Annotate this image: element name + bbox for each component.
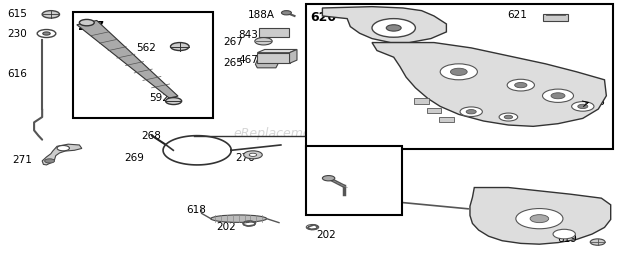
Polygon shape bbox=[255, 60, 278, 68]
Bar bbox=[414, 98, 429, 104]
Circle shape bbox=[504, 115, 513, 119]
Bar bbox=[439, 117, 454, 122]
Circle shape bbox=[499, 113, 518, 121]
Text: 615: 615 bbox=[7, 9, 27, 19]
Bar bbox=[306, 146, 402, 215]
Text: 267: 267 bbox=[223, 37, 243, 47]
Bar bbox=[73, 12, 213, 118]
Circle shape bbox=[45, 159, 55, 163]
Text: 618: 618 bbox=[186, 205, 206, 215]
Circle shape bbox=[79, 19, 94, 26]
Circle shape bbox=[551, 93, 565, 99]
Polygon shape bbox=[77, 20, 178, 98]
Circle shape bbox=[372, 19, 415, 37]
Circle shape bbox=[572, 102, 594, 111]
Circle shape bbox=[530, 215, 549, 223]
Circle shape bbox=[450, 68, 467, 76]
Circle shape bbox=[57, 146, 69, 151]
Circle shape bbox=[166, 98, 182, 105]
Polygon shape bbox=[470, 188, 611, 244]
Text: eReplacementParts.com: eReplacementParts.com bbox=[234, 127, 386, 139]
Text: 202: 202 bbox=[316, 230, 336, 240]
Circle shape bbox=[553, 229, 575, 239]
Circle shape bbox=[386, 25, 401, 31]
Circle shape bbox=[170, 43, 189, 51]
Text: 270: 270 bbox=[236, 153, 255, 163]
Circle shape bbox=[466, 110, 476, 114]
Circle shape bbox=[244, 151, 262, 159]
Bar bbox=[257, 53, 290, 63]
Polygon shape bbox=[257, 49, 297, 53]
Text: 271: 271 bbox=[12, 155, 32, 165]
Text: 592: 592 bbox=[149, 93, 169, 103]
Text: 467: 467 bbox=[239, 55, 259, 65]
Circle shape bbox=[516, 209, 563, 229]
Polygon shape bbox=[290, 49, 297, 63]
Text: 616: 616 bbox=[7, 69, 27, 80]
Text: 98A: 98A bbox=[311, 153, 335, 163]
Polygon shape bbox=[322, 7, 446, 43]
Circle shape bbox=[281, 11, 291, 15]
Text: 265: 265 bbox=[223, 58, 243, 68]
Circle shape bbox=[578, 104, 588, 109]
Text: 269: 269 bbox=[124, 153, 144, 163]
Text: 621: 621 bbox=[507, 10, 527, 20]
Circle shape bbox=[542, 89, 574, 102]
Ellipse shape bbox=[211, 215, 267, 222]
Text: 268: 268 bbox=[141, 131, 161, 141]
Circle shape bbox=[440, 64, 477, 80]
Circle shape bbox=[255, 38, 272, 45]
Bar bbox=[306, 4, 613, 149]
Text: 620A: 620A bbox=[366, 200, 392, 210]
Text: 668: 668 bbox=[585, 97, 605, 107]
Text: 843: 843 bbox=[239, 30, 259, 40]
Bar bbox=[543, 14, 568, 21]
Text: 562: 562 bbox=[136, 43, 156, 53]
Circle shape bbox=[507, 79, 534, 91]
Circle shape bbox=[515, 82, 527, 88]
Text: 619: 619 bbox=[557, 234, 577, 244]
Bar bbox=[259, 28, 289, 37]
Polygon shape bbox=[42, 144, 82, 165]
Circle shape bbox=[590, 239, 605, 245]
Circle shape bbox=[249, 153, 257, 156]
Polygon shape bbox=[372, 43, 606, 126]
Text: 620: 620 bbox=[311, 11, 337, 24]
Text: 188A: 188A bbox=[248, 10, 275, 20]
Text: 202: 202 bbox=[216, 222, 236, 232]
Text: 227: 227 bbox=[78, 20, 104, 33]
Circle shape bbox=[43, 32, 50, 35]
Circle shape bbox=[322, 176, 335, 181]
Bar bbox=[427, 108, 441, 113]
Circle shape bbox=[460, 107, 482, 117]
Text: 230: 230 bbox=[7, 28, 27, 39]
Circle shape bbox=[42, 11, 60, 18]
